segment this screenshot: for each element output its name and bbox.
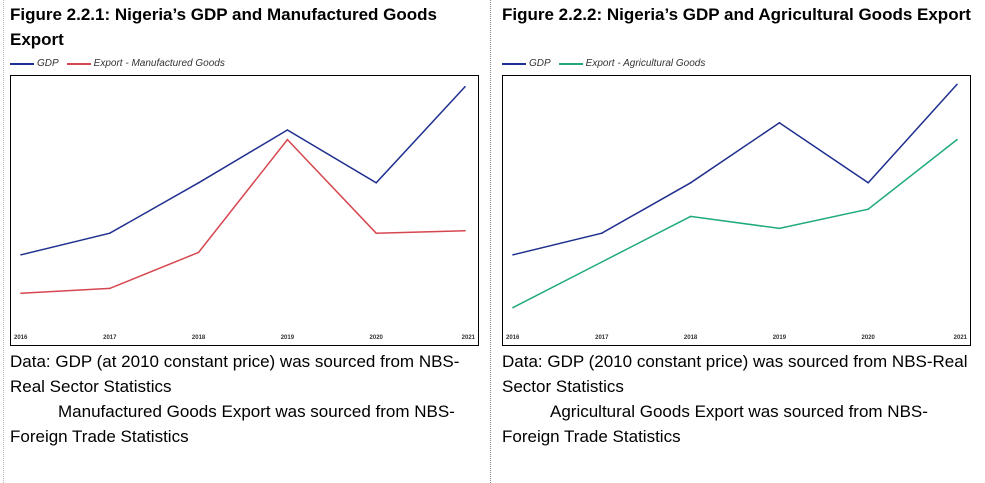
legend-item-gdp: GDP <box>10 58 59 69</box>
data-point <box>512 254 514 256</box>
legend-label: GDP <box>529 58 551 69</box>
data-point <box>197 182 200 184</box>
x-tick-label: 2018 <box>192 335 206 341</box>
series-line-gdp <box>20 86 466 256</box>
caption-line: Data: GDP (2010 constant price) was sour… <box>502 352 968 396</box>
caption-line: Manufactured Goods Export was sourced fr… <box>10 402 455 446</box>
legend-item-gdp: GDP <box>502 58 551 69</box>
figure-panel-agricultural: Figure 2.2.2: Nigeria’s GDP and Agricult… <box>492 0 985 483</box>
x-tick-label: 2021 <box>954 335 968 341</box>
x-tick-label: 2016 <box>506 335 520 341</box>
data-point <box>375 182 378 184</box>
data-point <box>20 292 22 294</box>
caption-line: Agricultural Goods Export was sourced fr… <box>502 402 928 446</box>
data-point <box>109 287 111 290</box>
legend-swatch-export <box>558 62 583 65</box>
series-line-export <box>20 138 466 294</box>
x-tick-label: 2016 <box>14 335 28 341</box>
caption-line: Data: GDP (at 2010 constant price) was s… <box>10 352 460 396</box>
data-point <box>512 306 514 309</box>
legend-swatch-export <box>66 62 91 65</box>
data-point <box>956 138 958 141</box>
data-point <box>601 261 603 263</box>
data-point <box>867 182 869 184</box>
chart-area: 2016 2017 2018 2019 2020 2021 <box>10 75 479 346</box>
figure-title: Figure 2.2.2: Nigeria’s GDP and Agricult… <box>502 5 971 24</box>
data-point <box>286 129 289 131</box>
data-point <box>286 138 289 141</box>
x-tick-label: 2018 <box>684 335 698 341</box>
data-point <box>464 230 466 232</box>
figure-caption: Data: GDP (2010 constant price) was sour… <box>502 349 972 449</box>
x-tick-label: 2020 <box>862 335 876 341</box>
line-chart-agricultural: 2016 2017 2018 2019 2020 2021 <box>506 83 968 341</box>
legend-swatch-gdp <box>10 62 34 65</box>
data-point <box>689 215 692 218</box>
legend-item-export: Export - Agricultural Goods <box>558 58 706 69</box>
data-point <box>778 227 781 230</box>
line-chart-manufactured: 2016 2017 2018 2019 2020 2021 <box>14 86 476 341</box>
chart-area: 2016 2017 2018 2019 2020 2021 <box>502 75 971 346</box>
x-tick-label: 2017 <box>103 335 117 341</box>
data-point <box>867 208 869 210</box>
panel-divider <box>490 0 491 483</box>
legend-label: Export - Manufactured Goods <box>93 58 225 69</box>
data-point <box>778 122 781 124</box>
x-tick-label: 2019 <box>281 335 295 341</box>
data-point <box>375 232 378 234</box>
legend-label: GDP <box>37 58 59 69</box>
data-point <box>20 254 22 256</box>
data-point <box>464 86 466 88</box>
series-line-export <box>512 139 958 309</box>
series-line-gdp <box>512 83 958 256</box>
data-point <box>109 232 111 234</box>
data-point <box>197 251 200 254</box>
data-point <box>956 83 958 86</box>
chart-legend: GDP Export - Agricultural Goods <box>502 58 713 69</box>
data-point <box>689 182 692 184</box>
legend-label: Export - Agricultural Goods <box>585 58 706 69</box>
figure-panel-manufactured: Figure 2.2.1: Nigeria’s GDP and Manufact… <box>0 0 490 483</box>
data-point <box>601 232 603 234</box>
x-tick-label: 2017 <box>595 335 609 341</box>
page-edge-divider <box>3 0 4 483</box>
legend-swatch-gdp <box>502 62 526 65</box>
figure-title: Figure 2.2.1: Nigeria’s GDP and Manufact… <box>10 5 437 49</box>
figure-caption: Data: GDP (at 2010 constant price) was s… <box>10 349 480 449</box>
chart-legend: GDP Export - Manufactured Goods <box>10 58 233 69</box>
x-tick-label: 2019 <box>773 335 787 341</box>
x-tick-label: 2020 <box>370 335 384 341</box>
legend-item-export: Export - Manufactured Goods <box>66 58 225 69</box>
x-tick-label: 2021 <box>462 335 476 341</box>
